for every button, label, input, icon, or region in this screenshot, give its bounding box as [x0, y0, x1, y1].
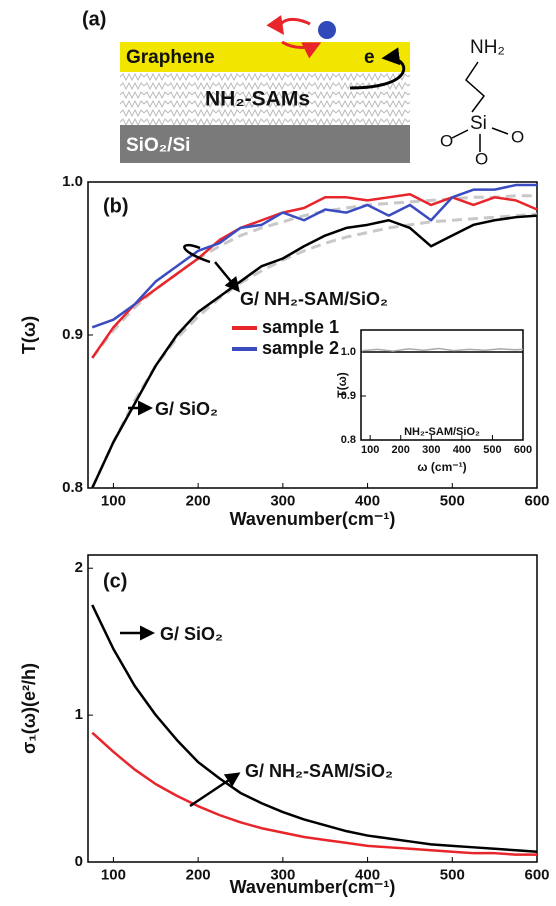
diagram: (a) Graphene e NH₂-SAMs SiO₂/Si NH₂ Si O… — [82, 8, 524, 168]
silicon-label: Si — [470, 113, 487, 134]
graphene-label: Graphene — [126, 47, 215, 68]
y-tick-label: 0.9 — [341, 390, 356, 402]
annotation: G/ SiO₂ — [160, 624, 223, 644]
chart: 100 200 300 400 500 600 0.8 0.9 1.0 T(ω) ω (cm⁻¹) N… — [335, 329, 532, 474]
series-line — [91, 183, 537, 329]
oxygen-label: O — [475, 149, 488, 168]
amine-label: NH₂ — [470, 37, 505, 58]
arrow — [266, 15, 311, 35]
substrate-label: SiO₂/Si — [126, 135, 190, 156]
x-tick-label: 100 — [101, 492, 126, 509]
series-line — [91, 604, 538, 853]
annotation-arrow — [189, 772, 241, 808]
annotation: G/ SiO₂ — [155, 399, 218, 419]
x-tick-label: 300 — [270, 866, 295, 883]
series-line — [91, 194, 537, 359]
plot-frame — [360, 329, 524, 441]
series-line — [91, 731, 537, 856]
x-tick-label: 600 — [524, 866, 549, 883]
annotation-arrow — [183, 243, 238, 290]
oxygen-label: O — [440, 131, 453, 150]
legend-label: sample 2 — [262, 338, 339, 358]
y-tick-label: 1.0 — [341, 346, 356, 358]
panel-label: (b) — [103, 195, 129, 217]
series-line — [362, 347, 524, 352]
annotation: G/ NH₂-SAM/SiO₂ — [245, 761, 393, 781]
series-line — [91, 214, 538, 489]
graphene-layer — [120, 42, 410, 72]
y-axis-label: T(ω) — [19, 316, 39, 354]
y-tick-label: 0.8 — [62, 479, 83, 496]
x-tick-label: 600 — [524, 492, 549, 509]
y-tick-label: 1 — [75, 706, 83, 723]
plot-frame — [87, 554, 538, 863]
y-tick-label: 0 — [75, 853, 83, 870]
x-tick-label: 200 — [186, 866, 211, 883]
x-tick-label: 400 — [355, 492, 380, 509]
x-axis-label: Wavenumber(cm⁻¹) — [230, 509, 396, 529]
chart: 100 200 300 400 500 600 0.8 0.9 1.0 T(ω) Wavenumbe… — [19, 173, 550, 529]
series-line — [91, 192, 538, 359]
x-axis-label: Wavenumber(cm⁻¹) — [230, 877, 396, 897]
x-tick-label: 100 — [361, 444, 379, 456]
series-line — [90, 212, 538, 489]
electron-label: e — [364, 47, 375, 68]
sam-label: NH₂-SAMs — [205, 88, 310, 111]
x-tick-label: 500 — [483, 444, 501, 456]
sam-layer — [120, 72, 410, 125]
chart-title: NH₂-SAM/SiO₂ — [404, 426, 480, 438]
oxygen-label: O — [511, 127, 524, 146]
x-tick-label: 200 — [186, 492, 211, 509]
x-tick-label: 400 — [355, 866, 380, 883]
x-tick-label: 300 — [422, 444, 440, 456]
x-axis-label: ω (cm⁻¹) — [417, 460, 466, 474]
y-tick-label: 1.0 — [62, 173, 83, 190]
y-axis-label: T(ω) — [335, 372, 349, 397]
arrow — [281, 40, 322, 59]
panel-label: (a) — [82, 8, 106, 30]
x-tick-label: 200 — [392, 444, 410, 456]
y-tick-label: 0.9 — [62, 326, 83, 343]
x-tick-label: 100 — [101, 866, 126, 883]
panel-label: (c) — [103, 570, 127, 592]
y-axis-label: σ₁(ω)(e²/h) — [19, 663, 39, 754]
x-tick-label: 300 — [270, 492, 295, 509]
annotation: G/ NH₂-SAM/SiO₂ — [240, 289, 388, 309]
y-tick-label: 2 — [75, 559, 83, 576]
particle — [318, 21, 336, 39]
x-tick-label: 500 — [440, 492, 465, 509]
x-tick-label: 500 — [440, 866, 465, 883]
x-tick-label: 400 — [453, 444, 471, 456]
y-tick-label: 0.8 — [341, 434, 356, 446]
substrate-layer — [120, 125, 410, 163]
inset-background — [361, 330, 523, 440]
arrow — [349, 47, 406, 90]
bond — [465, 61, 486, 113]
x-tick-label: 600 — [514, 444, 532, 456]
legend-label: sample 1 — [262, 317, 339, 337]
bond — [451, 127, 509, 152]
chart: 100 200 300 400 500 600 0 1 2 σ₁(ω)(e²/h) Wavenumb… — [19, 554, 550, 897]
